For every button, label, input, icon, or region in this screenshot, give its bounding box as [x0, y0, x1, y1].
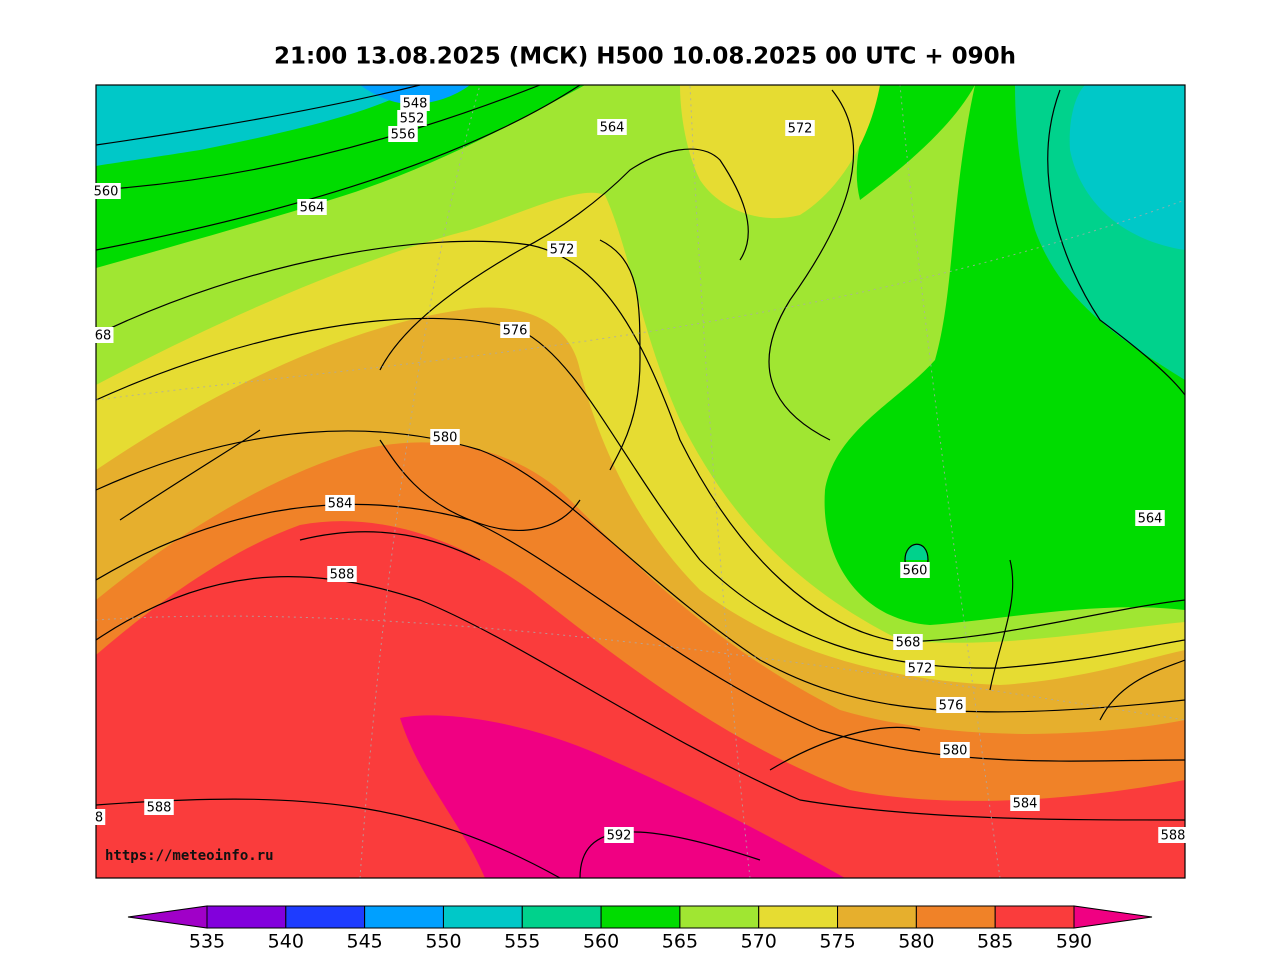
contour-label-bg: [430, 429, 460, 445]
contour-label: 68: [95, 329, 112, 344]
contour-label-bg: [785, 120, 815, 136]
contour-label-bg: [144, 799, 174, 815]
contour-label: 564: [1138, 512, 1163, 527]
contour-label: 580: [433, 431, 458, 446]
contour-label-bg: [936, 697, 966, 713]
colorbar-tick-label: 535: [189, 931, 225, 953]
colorbar-tick-label: 570: [741, 931, 777, 953]
colorbar-tick-label: 590: [1056, 931, 1092, 953]
contour-label-bg: [905, 660, 935, 676]
contour-label: 584: [1013, 797, 1038, 812]
contour-label-bg: [91, 183, 121, 199]
contour-label: 560: [903, 564, 928, 579]
contour-label-bg: [604, 827, 634, 843]
colorbar-tick-label: 575: [819, 931, 855, 953]
contour-label: 560: [94, 185, 119, 200]
contour-label: 588: [330, 568, 355, 583]
contour-label: 8: [95, 811, 103, 826]
contour-label-bg: [397, 110, 427, 126]
contour-label-bg: [500, 322, 530, 338]
colorbar-segment: [837, 905, 917, 929]
colorbar-tick-label: 540: [268, 931, 304, 953]
contour-label-bg: [900, 562, 930, 578]
contour-label: 572: [908, 662, 933, 677]
colorbar-extend-high: [1073, 905, 1153, 929]
contour-label: 592: [607, 829, 632, 844]
contour-label: 552: [400, 112, 425, 127]
colorbar-tick-label: 545: [347, 931, 383, 953]
contour-label: 588: [147, 801, 172, 816]
contour-label: 564: [600, 121, 625, 136]
contour-label-bg: [400, 95, 430, 111]
colorbar-segment: [994, 905, 1075, 929]
contour-label-bg: [92, 327, 114, 343]
contour-label: 564: [300, 201, 325, 216]
colorbar-segment: [285, 905, 366, 929]
contour-label-bg: [547, 241, 577, 257]
contour-label: 576: [503, 324, 528, 339]
contour-label-bg: [327, 566, 357, 582]
colorbar: 535 540 545 550 555 560 565 570 575 580 585 590: [127, 905, 1153, 953]
contour-label: 572: [550, 243, 575, 258]
contour-label-bg: [940, 742, 970, 758]
contour-label-bg: [893, 634, 923, 650]
contour-label-bg: [92, 809, 106, 825]
contour-label: 548: [403, 97, 428, 112]
colorbar-segment: [521, 905, 602, 929]
colorbar-tick-label: 585: [977, 931, 1013, 953]
colorbar-segment: [600, 905, 681, 929]
colorbar-segment: [206, 905, 287, 929]
colorbar-segment: [442, 905, 523, 929]
contour-label: 584: [328, 497, 353, 512]
map-field: [96, 85, 1185, 878]
contour-label: 556: [391, 128, 416, 143]
contour-label-bg: [325, 495, 355, 511]
colorbar-tick-label: 550: [425, 931, 461, 953]
contour-label: 576: [939, 699, 964, 714]
contour-label: 572: [788, 122, 813, 137]
map-frame: [95, 84, 1186, 879]
contour-label-bg: [597, 119, 627, 135]
contour-label: 580: [943, 744, 968, 759]
watermark: https://meteoinfo.ru: [105, 848, 274, 864]
colorbar-tick-label: 555: [504, 931, 540, 953]
contour-label-bg: [1010, 795, 1040, 811]
colorbar-segment: [679, 905, 760, 929]
colorbar-segment: [758, 905, 839, 929]
colorbar-tick-label: 565: [662, 931, 698, 953]
colorbar-tick-label: 560: [583, 931, 619, 953]
colorbar-segment: [915, 905, 996, 929]
contour-label-bg: [1135, 510, 1165, 526]
contour-label-bg: [388, 126, 418, 142]
colorbar-tick-label: 580: [898, 931, 934, 953]
colorbar-extend-low: [127, 905, 208, 929]
colorbar-segment: [364, 905, 444, 929]
title: 21:00 13.08.2025 (МСК) H500 10.08.2025 0…: [274, 44, 1016, 70]
contour-label-bg: [297, 199, 327, 215]
contour-label: 588: [1161, 829, 1186, 844]
contour-label: 568: [896, 636, 921, 651]
contour-label-bg: [1158, 827, 1188, 843]
